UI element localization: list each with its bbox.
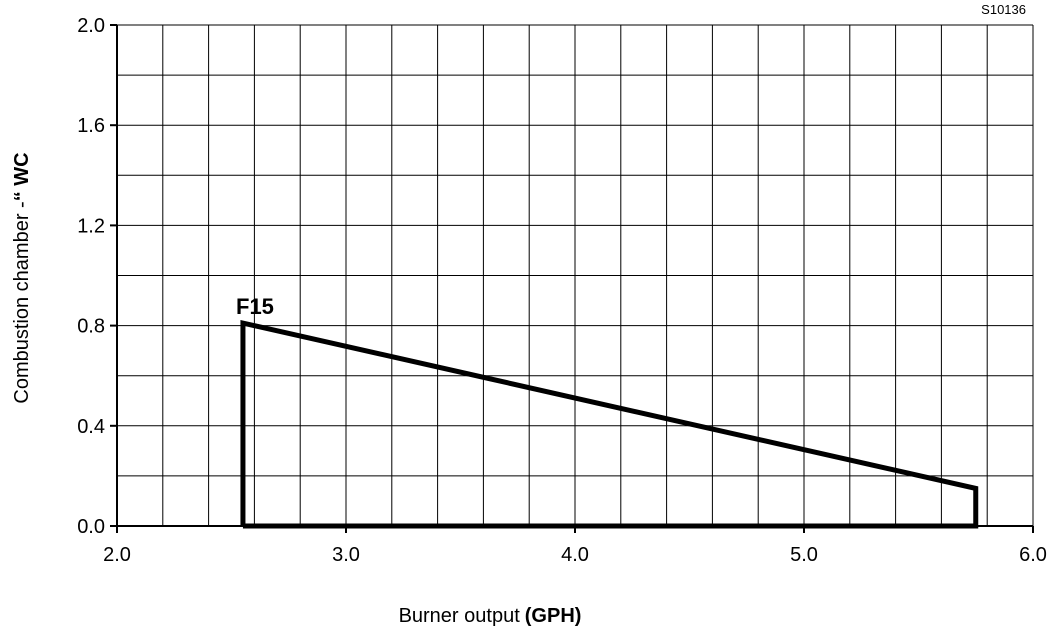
y-tick-label: 0.0 (77, 516, 105, 538)
y-tick-label: 0.8 (77, 316, 105, 338)
x-axis-unit: (GPH) (525, 605, 582, 627)
x-tick-label: 6.0 (1019, 544, 1047, 566)
series-layer (240, 319, 979, 529)
x-axis-title: Burner output (GPH) (399, 605, 582, 627)
y-axis-label: Combustion chamber - (11, 201, 33, 403)
series-outline-f15 (240, 319, 979, 529)
series-label-f15: F15 (236, 294, 274, 319)
x-tick-label: 3.0 (332, 544, 360, 566)
y-axis-title: Combustion chamber -“ WC (11, 152, 33, 403)
x-tick-label: 2.0 (103, 544, 131, 566)
grid-lines (116, 24, 1034, 527)
y-tick-label: 1.2 (77, 215, 105, 237)
tick-labels: 2.0 3.0 4.0 5.0 6.0 0.0 0.4 0.8 1.2 1.6 2.0 (77, 15, 1047, 566)
y-axis-unit: “ WC (11, 152, 33, 201)
y-tick-label: 0.4 (77, 416, 105, 438)
x-axis-label: Burner output (399, 605, 521, 627)
figure-code: S10136 (981, 2, 1026, 17)
y-tick-label: 2.0 (77, 15, 105, 37)
x-tick-label: 5.0 (790, 544, 818, 566)
y-tick-label: 1.6 (77, 115, 105, 137)
axes (110, 24, 1034, 533)
x-tick-label: 4.0 (561, 544, 589, 566)
